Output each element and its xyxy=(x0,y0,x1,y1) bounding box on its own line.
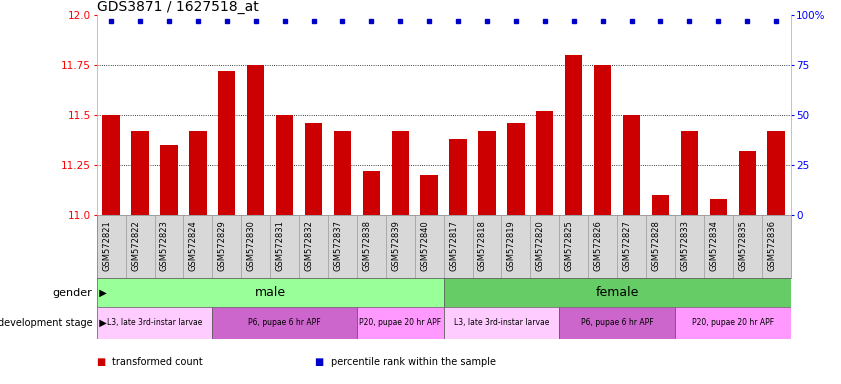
Text: GSM572839: GSM572839 xyxy=(391,220,400,271)
Text: GSM572836: GSM572836 xyxy=(767,220,776,271)
Text: transformed count: transformed count xyxy=(112,357,203,367)
Bar xyxy=(565,55,582,215)
Text: ▶: ▶ xyxy=(93,318,106,328)
Bar xyxy=(304,123,322,215)
Text: GDS3871 / 1627518_at: GDS3871 / 1627518_at xyxy=(97,0,258,14)
Text: ■: ■ xyxy=(97,357,109,367)
Bar xyxy=(247,65,264,215)
Text: GSM572828: GSM572828 xyxy=(652,220,660,271)
Bar xyxy=(392,131,409,215)
Text: GSM572822: GSM572822 xyxy=(131,220,140,271)
Text: GSM572829: GSM572829 xyxy=(218,220,227,271)
Bar xyxy=(420,175,438,215)
Bar xyxy=(738,151,756,215)
Text: P20, pupae 20 hr APF: P20, pupae 20 hr APF xyxy=(359,318,442,328)
Text: GSM572833: GSM572833 xyxy=(680,220,690,271)
Bar xyxy=(103,115,119,215)
Bar xyxy=(334,131,351,215)
Text: GSM572820: GSM572820 xyxy=(536,220,545,271)
Bar xyxy=(443,307,559,339)
Text: GSM572821: GSM572821 xyxy=(102,220,111,271)
Text: GSM572819: GSM572819 xyxy=(507,220,516,271)
Bar xyxy=(479,131,495,215)
Bar xyxy=(594,65,611,215)
Text: GSM572818: GSM572818 xyxy=(478,220,487,271)
Text: male: male xyxy=(255,286,286,299)
Text: L3, late 3rd-instar larvae: L3, late 3rd-instar larvae xyxy=(107,318,202,328)
Text: GSM572823: GSM572823 xyxy=(160,220,169,271)
Bar xyxy=(218,71,235,215)
Bar xyxy=(97,278,443,307)
Bar xyxy=(131,131,149,215)
Text: percentile rank within the sample: percentile rank within the sample xyxy=(331,357,495,367)
Text: GSM572840: GSM572840 xyxy=(420,220,429,271)
Text: GSM572830: GSM572830 xyxy=(246,220,256,271)
Text: ▶: ▶ xyxy=(93,288,106,298)
Bar xyxy=(680,131,698,215)
Bar xyxy=(443,278,791,307)
Text: P6, pupae 6 hr APF: P6, pupae 6 hr APF xyxy=(581,318,653,328)
Bar xyxy=(276,115,294,215)
Text: female: female xyxy=(595,286,639,299)
Text: GSM572837: GSM572837 xyxy=(333,220,342,271)
Text: GSM572827: GSM572827 xyxy=(622,220,632,271)
Bar xyxy=(212,307,357,339)
Bar xyxy=(161,145,177,215)
Bar xyxy=(674,307,791,339)
Text: GSM572826: GSM572826 xyxy=(594,220,603,271)
Text: L3, late 3rd-instar larvae: L3, late 3rd-instar larvae xyxy=(454,318,549,328)
Bar xyxy=(559,307,674,339)
Text: development stage: development stage xyxy=(0,318,93,328)
Text: GSM572834: GSM572834 xyxy=(709,220,718,271)
Bar xyxy=(652,195,669,215)
Bar xyxy=(507,123,525,215)
Bar xyxy=(189,131,207,215)
Bar xyxy=(710,199,727,215)
Text: P6, pupae 6 hr APF: P6, pupae 6 hr APF xyxy=(248,318,321,328)
Bar xyxy=(449,139,467,215)
Text: GSM572832: GSM572832 xyxy=(304,220,314,271)
Text: GSM572824: GSM572824 xyxy=(189,220,198,271)
Text: P20, pupae 20 hr APF: P20, pupae 20 hr APF xyxy=(691,318,774,328)
Text: gender: gender xyxy=(53,288,93,298)
Bar xyxy=(97,307,212,339)
Text: GSM572835: GSM572835 xyxy=(738,220,747,271)
Bar xyxy=(623,115,640,215)
Bar xyxy=(362,171,380,215)
Bar xyxy=(357,307,443,339)
Text: GSM572825: GSM572825 xyxy=(564,220,574,271)
Bar xyxy=(536,111,553,215)
Text: GSM572831: GSM572831 xyxy=(276,220,284,271)
Text: GSM572817: GSM572817 xyxy=(449,220,458,271)
Text: GSM572838: GSM572838 xyxy=(362,220,372,271)
Bar xyxy=(767,131,785,215)
Text: ■: ■ xyxy=(315,357,328,367)
